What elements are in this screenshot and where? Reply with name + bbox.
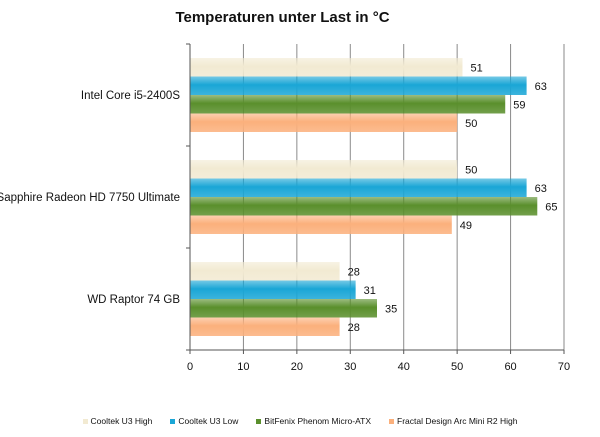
labels-layer: Intel Core i5-2400S 51 63 59 50 Sapphire Rade… bbox=[0, 62, 558, 334]
data-label: 35 bbox=[385, 303, 397, 315]
data-label: 50 bbox=[465, 118, 477, 130]
data-label: 50 bbox=[465, 164, 477, 176]
data-label: 31 bbox=[364, 285, 376, 297]
legend-label: BitFenix Phenom Micro-ATX bbox=[264, 416, 372, 426]
bars-layer bbox=[190, 58, 538, 336]
bar bbox=[190, 299, 377, 318]
x-tick-label: 10 bbox=[237, 361, 249, 373]
bar bbox=[190, 95, 506, 114]
bar bbox=[190, 76, 527, 95]
bar bbox=[190, 197, 538, 216]
x-tick-label: 30 bbox=[344, 361, 356, 373]
data-label: 63 bbox=[535, 81, 547, 93]
x-tick-label: 0 bbox=[187, 361, 193, 373]
data-label: 65 bbox=[545, 201, 557, 213]
bar bbox=[190, 262, 340, 281]
data-label: 28 bbox=[348, 322, 360, 334]
category-label: Intel Core i5-2400S bbox=[81, 90, 180, 102]
bar bbox=[190, 160, 458, 179]
legend-label: Cooltek U3 Low bbox=[178, 416, 239, 426]
x-tick-label: 70 bbox=[558, 361, 570, 373]
x-tick-label: 60 bbox=[504, 361, 516, 373]
legend-item: Cooltek U3 High bbox=[82, 416, 153, 426]
legend-label: Cooltek U3 High bbox=[90, 416, 153, 426]
legend-swatch bbox=[170, 418, 176, 424]
legend-swatch bbox=[389, 418, 395, 424]
data-label: 49 bbox=[460, 220, 472, 232]
bar bbox=[190, 113, 458, 132]
legend-item: Fractal Design Arc Mini R2 High bbox=[389, 416, 517, 426]
data-label: 59 bbox=[513, 99, 525, 111]
data-label: 28 bbox=[348, 266, 360, 278]
legend: Cooltek U3 High Cooltek U3 Low BitFenix Ph… bbox=[0, 416, 600, 426]
bar bbox=[190, 58, 463, 77]
legend-swatch bbox=[82, 418, 88, 424]
legend-label: Fractal Design Arc Mini R2 High bbox=[397, 416, 518, 426]
bar bbox=[190, 317, 340, 336]
x-tick-label: 50 bbox=[451, 361, 463, 373]
bar bbox=[190, 215, 452, 234]
category-label: Sapphire Radeon HD 7750 Ultimate bbox=[0, 192, 180, 204]
legend-item: Cooltek U3 Low bbox=[170, 416, 238, 426]
axis-layer: 0 10 20 30 40 50 60 70 bbox=[186, 43, 570, 373]
bar bbox=[190, 280, 356, 299]
legend-swatch bbox=[256, 418, 262, 424]
data-label: 63 bbox=[535, 183, 547, 195]
x-tick-label: 20 bbox=[291, 361, 303, 373]
x-tick-label: 40 bbox=[398, 361, 410, 373]
chart-title: Temperaturen unter Last in °C bbox=[175, 9, 390, 26]
data-label: 51 bbox=[470, 62, 482, 74]
category-label: WD Raptor 74 GB bbox=[87, 294, 180, 306]
bar bbox=[190, 178, 527, 197]
legend-item: BitFenix Phenom Micro-ATX bbox=[256, 416, 371, 426]
